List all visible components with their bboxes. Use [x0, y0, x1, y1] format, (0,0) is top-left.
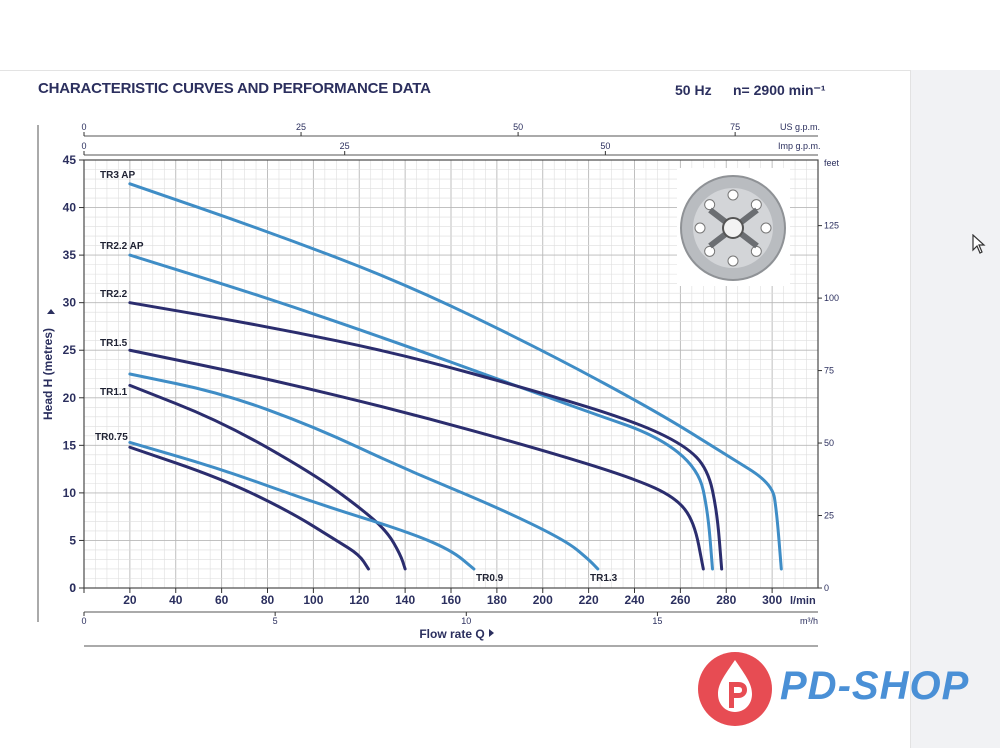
x-tick-label: 160: [441, 593, 461, 607]
pd-shop-logo-icon: [696, 650, 774, 733]
x-tick-label: 240: [624, 593, 644, 607]
y-tick-label-zero: 0: [69, 581, 76, 595]
chart-labels: 0 5 10 15 20 25 30 35 40 45 Head H (metres) 20 40 60 8…: [41, 122, 840, 641]
feet-tick-label: 100: [824, 293, 839, 303]
y-tick-label: 30: [63, 296, 77, 310]
series-label: TR1.1: [100, 387, 128, 398]
x-tick-label: 100: [303, 593, 323, 607]
x-tick-label: 40: [169, 593, 183, 607]
feet-tick-label: 75: [824, 366, 834, 376]
m3h-tick-label: 15: [652, 616, 662, 626]
y-tick-label: 35: [63, 248, 77, 262]
x-tick-label: 300: [762, 593, 782, 607]
us-gpm-tick-label: 0: [81, 122, 86, 132]
x-tick-label: 140: [395, 593, 415, 607]
x-tick-label: 280: [716, 593, 736, 607]
us-gpm-tick-label: 75: [730, 122, 740, 132]
logo-text: PD-SHOP: [780, 664, 970, 708]
chart-title: CHARACTERISTIC CURVES AND PERFORMANCE DA…: [38, 80, 431, 97]
y-tick-label: 10: [63, 486, 77, 500]
impeller-hole: [704, 245, 716, 257]
m3h-tick-label: 10: [461, 616, 471, 626]
imp-gpm-tick-label: 0: [81, 141, 86, 151]
x-tick-label: 60: [215, 593, 229, 607]
x-tick-label: 200: [533, 593, 553, 607]
impeller-hole: [727, 255, 739, 267]
curve-TR2-2-AP: [128, 253, 714, 571]
x-tick-label: 20: [123, 593, 137, 607]
x-axis-label: Flow rate Q: [419, 627, 484, 641]
x-tick-label: 220: [579, 593, 599, 607]
x-tick-label: 120: [349, 593, 369, 607]
us-gpm-tick-label: 50: [513, 122, 523, 132]
imp-gpm-unit-label: Imp g.p.m.: [778, 141, 821, 151]
pump-impeller-image: [677, 168, 790, 286]
x-tick-label: 80: [261, 593, 275, 607]
series-label: TR1.3: [590, 573, 618, 584]
y-axis-label: Head H (metres): [41, 328, 55, 420]
curve-TR0-75: [128, 445, 370, 571]
series-label: TR3 AP: [100, 170, 136, 181]
series-label: TR0.75: [95, 432, 128, 443]
feet-tick-label: 25: [824, 511, 834, 521]
top-divider: [0, 70, 910, 71]
feet-tick-label: 125: [824, 221, 839, 231]
impeller-hole: [760, 222, 772, 234]
impeller-hub: [722, 217, 744, 239]
m3h-tick-label: 0: [81, 616, 86, 626]
y-tick-label: 40: [63, 201, 77, 215]
y-tick-label: 0: [69, 581, 76, 595]
curve-TR1-5: [128, 348, 705, 571]
us-gpm-unit-label: US g.p.m.: [780, 122, 820, 132]
feet-unit-label: feet: [824, 158, 840, 168]
side-panel: [910, 70, 1000, 748]
curve-TR2-2: [128, 301, 724, 571]
y-tick-label: 25: [63, 343, 77, 357]
x-unit-label: l/min: [790, 595, 816, 607]
feet-tick-label: 50: [824, 438, 834, 448]
series-label: TR2.2: [100, 289, 128, 300]
x-tick-label: 260: [670, 593, 690, 607]
imp-gpm-tick-label: 50: [600, 141, 610, 151]
impeller-hole: [750, 245, 762, 257]
impeller-hole: [704, 199, 716, 211]
series-label: TR2.2 AP: [100, 241, 144, 252]
impeller-hole: [750, 199, 762, 211]
curve-TR3-AP: [128, 182, 783, 571]
mouse-cursor-icon: [972, 233, 986, 259]
x-tick-label: 180: [487, 593, 507, 607]
chart-curves: [128, 182, 783, 571]
y-tick-label: 5: [69, 533, 76, 547]
m3h-tick-label: 5: [273, 616, 278, 626]
impeller-hole: [727, 189, 739, 201]
imp-gpm-tick-label: 25: [340, 141, 350, 151]
frequency-label: 50 Hz: [675, 82, 712, 98]
chart-axes: [37, 125, 822, 647]
us-gpm-tick-label: 25: [296, 122, 306, 132]
m3h-unit-label: m³/h: [800, 616, 818, 626]
feet-tick-label: 0: [824, 583, 829, 593]
curve-TR0-9: [128, 440, 476, 571]
y-tick-label: 20: [63, 391, 77, 405]
curve-TR1-1: [128, 383, 407, 571]
series-label: TR1.5: [100, 338, 128, 349]
series-label: TR0.9: [476, 573, 504, 584]
y-axis-arrow-icon: [47, 309, 55, 314]
speed-label: n= 2900 min⁻¹: [733, 82, 826, 98]
y-tick-label: 45: [63, 153, 77, 167]
impeller-hole: [694, 222, 706, 234]
x-axis-arrow-icon: [489, 629, 494, 637]
curve-TR1-3: [128, 372, 600, 571]
y-tick-label: 15: [63, 438, 77, 452]
